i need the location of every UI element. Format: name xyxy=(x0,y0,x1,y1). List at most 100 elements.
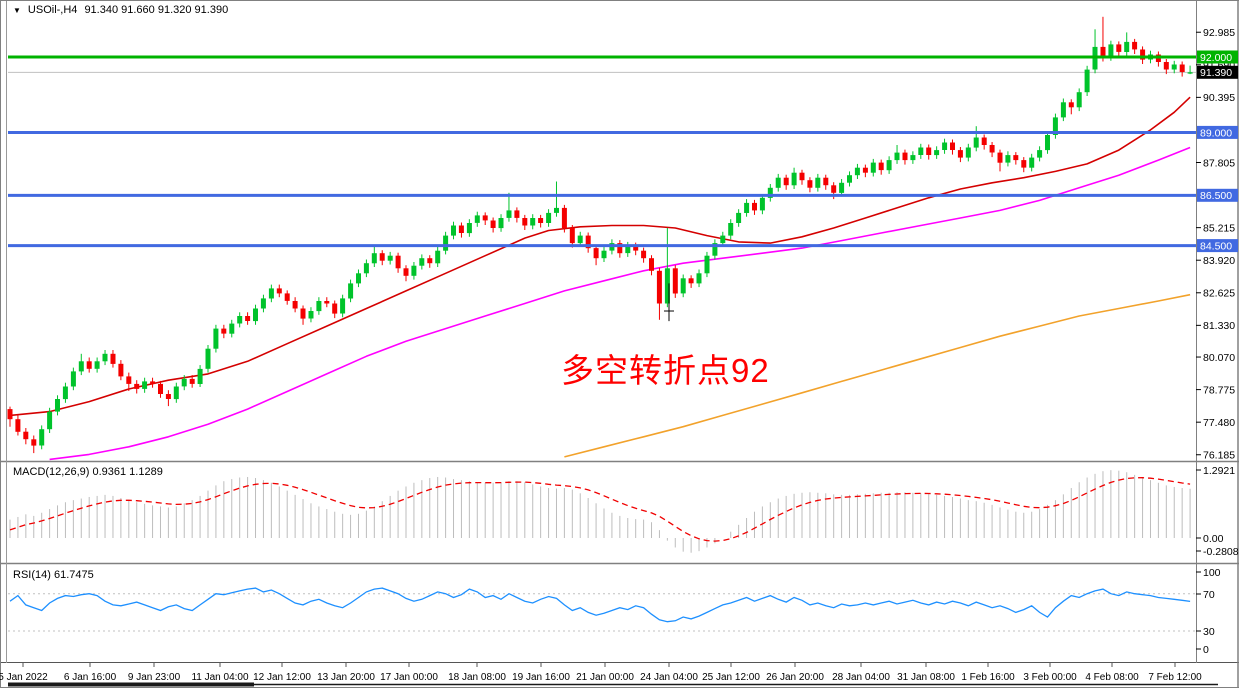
candle-body xyxy=(815,177,821,188)
candle-body xyxy=(55,399,60,412)
candle-body xyxy=(902,152,908,161)
candle-body xyxy=(387,255,393,261)
candle-body xyxy=(522,218,528,226)
candle-body xyxy=(1116,44,1122,52)
candle-body xyxy=(419,258,425,266)
rsi-label: RSI(14) 61.7475 xyxy=(13,569,94,581)
rsi-panel xyxy=(8,587,1196,632)
candle-body xyxy=(1163,62,1169,70)
candle-body xyxy=(379,253,385,261)
price-axis-label: 85.215 xyxy=(1203,222,1235,234)
price-axis-label: 76.185 xyxy=(1203,450,1235,462)
candle-body xyxy=(823,177,829,186)
candle-body xyxy=(554,207,559,213)
time-axis-label: 9 Jan 23:00 xyxy=(128,672,181,683)
candle-body xyxy=(126,376,132,384)
candle-body xyxy=(276,288,282,294)
candle-body xyxy=(633,245,639,251)
candle-body xyxy=(324,301,330,304)
candle-body xyxy=(158,383,163,394)
candle-body xyxy=(253,308,258,322)
candle-body xyxy=(997,152,1003,163)
candles xyxy=(7,16,1193,454)
candle-body xyxy=(316,301,322,312)
macd-label: MACD(12,26,9) 0.9361 1.1289 xyxy=(13,466,163,478)
price-axis-label: 92.985 xyxy=(1203,27,1235,39)
macd-axis-label: -0.2808 xyxy=(1203,546,1239,558)
candle-body xyxy=(427,258,433,264)
candle-body xyxy=(7,409,13,420)
macd-plot-area[interactable] xyxy=(8,463,1196,562)
candle-body xyxy=(720,235,726,244)
time-axis-label: 4 Feb 08:00 xyxy=(1085,672,1139,683)
candle-body xyxy=(221,328,227,334)
price-axis-label: 87.805 xyxy=(1203,157,1235,169)
rsi-plot-area[interactable] xyxy=(8,565,1196,660)
price-badge-label: 86.500 xyxy=(1200,190,1232,202)
candle-body xyxy=(918,147,924,155)
price-badge xyxy=(1197,188,1238,202)
macd-axis-labels: 1.2921 0.00-0.2808 xyxy=(1196,465,1239,558)
rsi-axis-label: 100 xyxy=(1203,567,1221,579)
candle-body xyxy=(1124,41,1130,52)
candle-body xyxy=(142,381,148,389)
candle-body xyxy=(593,248,599,259)
candle-body xyxy=(926,147,932,155)
candle-body xyxy=(1132,41,1138,50)
candle-body xyxy=(435,250,441,264)
candle-body xyxy=(577,235,583,244)
time-axis-label: 31 Jan 08:00 xyxy=(897,672,955,683)
rsi-line xyxy=(9,587,1191,623)
candle-body xyxy=(878,162,884,171)
candle-body xyxy=(118,363,124,377)
ohlc-values: 91.340 91.660 91.320 91.390 xyxy=(84,4,229,16)
candle-body xyxy=(1076,92,1082,108)
candle-body xyxy=(1108,44,1114,57)
candle-body xyxy=(245,316,251,321)
price-badge xyxy=(1197,239,1238,253)
ma-line-red xyxy=(9,96,1191,417)
candle-body xyxy=(759,197,765,211)
candle-body xyxy=(268,288,274,299)
candle-body xyxy=(783,177,789,186)
price-axis[interactable] xyxy=(1197,0,1239,663)
candle-body xyxy=(110,353,116,364)
time-axis-label: 1 Feb 16:00 xyxy=(961,672,1015,683)
candle-body xyxy=(942,142,948,150)
time-axis-label: 12 Jan 12:00 xyxy=(253,672,311,683)
candle-body xyxy=(767,187,773,198)
candle-body xyxy=(150,381,156,384)
chart-plot-area[interactable] xyxy=(8,2,1196,461)
price-axis-label: 78.775 xyxy=(1203,384,1235,396)
candle-body xyxy=(538,218,544,223)
candle-body xyxy=(229,323,235,334)
rsi-axis-label: 0 xyxy=(1203,644,1209,656)
candle-body xyxy=(965,147,971,158)
candle-body xyxy=(134,383,140,389)
macd-panel xyxy=(9,470,1191,553)
candle-body xyxy=(1171,64,1177,70)
candle-body xyxy=(348,283,354,299)
candle-body xyxy=(395,255,401,269)
macd-signal-line xyxy=(9,477,1191,542)
candle-body xyxy=(807,180,813,188)
candle-body xyxy=(498,218,504,229)
candle-body xyxy=(712,243,718,256)
candle-body xyxy=(744,202,750,213)
candle-body xyxy=(854,167,860,176)
annotation-text[interactable]: 多空转折点92 xyxy=(561,352,770,389)
candle-body xyxy=(340,298,346,314)
price-badge xyxy=(1197,65,1238,79)
candle-body xyxy=(102,353,108,362)
candle-body xyxy=(237,316,243,324)
price-axis-label: 80.070 xyxy=(1203,352,1235,364)
time-axis-label: 7 Feb 12:00 xyxy=(1148,672,1202,683)
h-scrollbar-thumb[interactable] xyxy=(8,682,254,687)
candle-body xyxy=(688,278,694,284)
chart-dropdown-icon[interactable]: ▼ xyxy=(13,5,21,15)
candle-body xyxy=(649,258,654,271)
candle-body xyxy=(1187,72,1193,74)
candle-body xyxy=(752,202,757,211)
candle-body xyxy=(530,218,536,226)
